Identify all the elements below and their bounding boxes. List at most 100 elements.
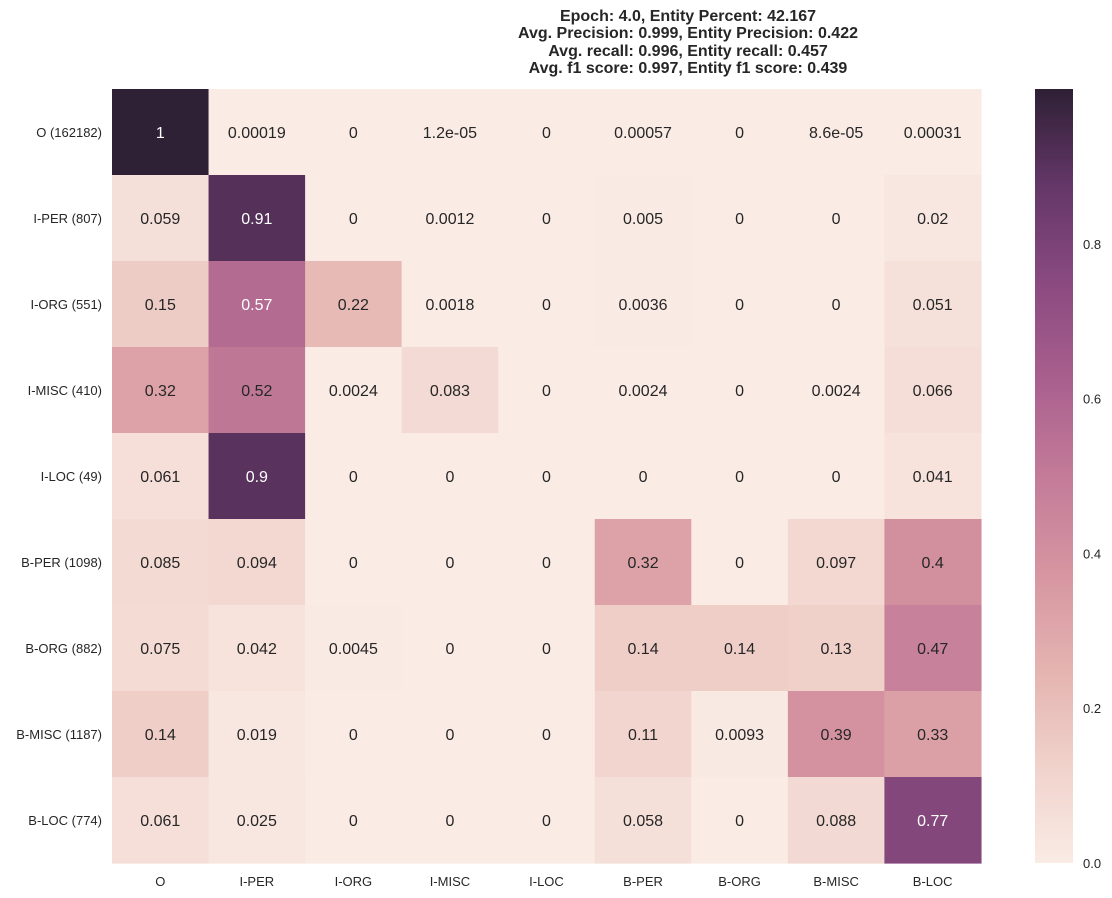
- cell-value-label: 0.025: [237, 813, 277, 830]
- cell-value-label: 0: [445, 641, 454, 658]
- cell-value-label: 0: [832, 211, 841, 228]
- cell-value-label: 0: [445, 813, 454, 830]
- cell-value-label: 0: [349, 469, 358, 486]
- heatmap-cell-r8-c6: [691, 777, 789, 864]
- heatmap-cell-r3-c5: [594, 347, 692, 434]
- cell-value-label: 0.77: [917, 813, 948, 830]
- heatmap-cell-r4-c1: [208, 433, 306, 520]
- cell-value-label: 0.14: [724, 641, 755, 658]
- cell-value-label: 0.0036: [619, 297, 668, 314]
- heatmap-cell-r6-c8: [884, 605, 982, 692]
- heatmap-cell-r6-c2: [305, 605, 403, 692]
- cell-value-label: 1.2e-05: [423, 125, 477, 142]
- heatmap-cell-r8-c1: [208, 777, 306, 864]
- cell-value-label: 0.15: [145, 297, 176, 314]
- heatmap-cell-r3-c7: [787, 347, 885, 434]
- heatmap-cell-r5-c0: [112, 519, 210, 606]
- heatmap-cell-r2-c3: [401, 261, 499, 348]
- cell-value-label: 0.22: [338, 297, 369, 314]
- heatmap-cell-r4-c4: [498, 433, 596, 520]
- cell-value-label: 0.0045: [329, 641, 378, 658]
- heatmap-cell-r5-c8: [884, 519, 982, 606]
- cell-value-label: 0: [349, 125, 358, 142]
- heatmap-cell-r1-c1: [208, 175, 306, 262]
- cell-value-label: 0: [542, 211, 551, 228]
- heatmap-cell-r1-c4: [498, 175, 596, 262]
- heatmap-cell-r6-c5: [594, 605, 692, 692]
- cell-value-label: 0.11: [628, 727, 658, 744]
- heatmap-cell-r7-c7: [787, 691, 885, 778]
- cell-value-label: 0.042: [237, 641, 277, 658]
- cell-value-label: 0.47: [917, 641, 948, 658]
- heatmap-cell-r7-c0: [112, 691, 210, 778]
- heatmap-cell-r0-c0: [112, 89, 210, 176]
- heatmap-cell-r2-c4: [498, 261, 596, 348]
- column-label: B-MISC: [813, 874, 859, 889]
- heatmap-cell-r4-c8: [884, 433, 982, 520]
- heatmap-cell-r4-c2: [305, 433, 403, 520]
- heatmap-cell-r3-c6: [691, 347, 789, 434]
- cell-value-label: 0.00057: [614, 125, 672, 142]
- cell-value-label: 0: [542, 555, 551, 572]
- cell-value-label: 0: [542, 125, 551, 142]
- heatmap-cell-r8-c5: [594, 777, 692, 864]
- cell-value-label: 0.39: [821, 727, 852, 744]
- cell-value-label: 0.14: [145, 727, 176, 744]
- column-labels: O I-PER I-ORG I-MISC I-LOC B-PER B-ORG B-MISC B-…: [155, 874, 952, 889]
- heatmap-cell-r6-c7: [787, 605, 885, 692]
- colorbar-tick-label: 0.4: [1083, 546, 1101, 561]
- column-label: I-LOC: [529, 874, 564, 889]
- chart-title-line-1: Epoch: 4.0, Entity Percent: 42.167: [559, 8, 817, 25]
- cell-value-label: 0.066: [913, 383, 953, 400]
- heatmap-cell-r7-c4: [498, 691, 596, 778]
- heatmap-cell-r6-c0: [112, 605, 210, 692]
- cell-value-label: 0: [735, 383, 744, 400]
- colorbar-tick-label: 0.0: [1083, 856, 1101, 871]
- cell-value-label: 0.0093: [715, 727, 764, 744]
- heatmap-cell-r1-c5: [594, 175, 692, 262]
- heatmap-cell-r8-c2: [305, 777, 403, 864]
- cell-value-label: 0: [832, 469, 841, 486]
- cell-value-label: 0: [349, 727, 358, 744]
- heatmap-cell-r5-c4: [498, 519, 596, 606]
- column-label: I-MISC: [430, 874, 470, 889]
- colorbar: 0.0 0.2 0.4 0.6 0.8: [1035, 89, 1101, 871]
- heatmap-cell-r7-c5: [594, 691, 692, 778]
- heatmap-cell-r1-c8: [884, 175, 982, 262]
- cell-value-label: 0.32: [145, 383, 176, 400]
- heatmap-cell-r0-c3: [401, 89, 499, 176]
- cell-value-label: 0.019: [237, 727, 277, 744]
- row-label: B-PER (1098): [21, 555, 102, 570]
- colorbar-tick-label: 0.8: [1083, 237, 1101, 252]
- cell-value-label: 0.91: [241, 211, 272, 228]
- cell-value-label: 0.14: [627, 641, 658, 658]
- cell-value-label: 0: [735, 297, 744, 314]
- heatmap-cell-r1-c0: [112, 175, 210, 262]
- row-label: I-MISC (410): [28, 383, 102, 398]
- heatmap-cell-r3-c0: [112, 347, 210, 434]
- heatmap-cell-r0-c2: [305, 89, 403, 176]
- heatmap-cell-r2-c5: [594, 261, 692, 348]
- cell-value-label: 0.0024: [329, 383, 378, 400]
- heatmap-cell-r7-c3: [401, 691, 499, 778]
- row-label: B-LOC (774): [28, 813, 102, 828]
- cell-value-label: 0.32: [627, 555, 658, 572]
- cell-value-label: 0.083: [430, 383, 470, 400]
- heatmap-cell-r4-c7: [787, 433, 885, 520]
- cell-value-label: 0: [542, 641, 551, 658]
- cell-value-label: 0: [735, 125, 744, 142]
- heatmap-cell-r1-c2: [305, 175, 403, 262]
- cell-value-label: 0: [832, 297, 841, 314]
- heatmap-cell-r0-c1: [208, 89, 306, 176]
- cell-value-label: 0.0018: [425, 297, 474, 314]
- heatmap-cell-r0-c7: [787, 89, 885, 176]
- heatmap-cell-r8-c3: [401, 777, 499, 864]
- cell-value-label: 8.6e-05: [809, 125, 863, 142]
- cell-value-label: 0.9: [246, 469, 268, 486]
- row-label: I-ORG (551): [30, 297, 102, 312]
- heatmap-cell-r8-c8: [884, 777, 982, 864]
- cell-value-label: 0.041: [913, 469, 953, 486]
- heatmap-cell-r6-c4: [498, 605, 596, 692]
- colorbar-gradient: [1035, 89, 1073, 863]
